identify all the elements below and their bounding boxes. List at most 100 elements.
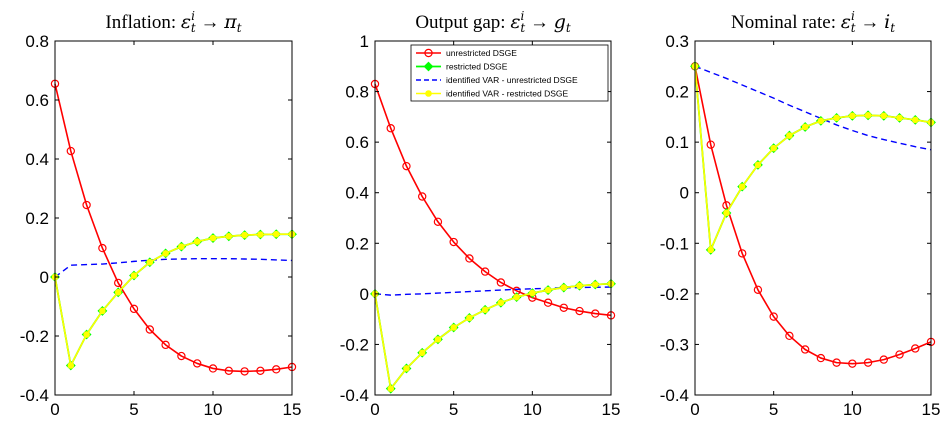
series-line-var-unrestricted bbox=[374, 286, 612, 296]
x-tick-label: 10 bbox=[843, 400, 862, 419]
data-point-unrestricted bbox=[145, 325, 154, 334]
y-tick-label: 0 bbox=[680, 184, 689, 203]
data-point-unrestricted bbox=[543, 298, 553, 307]
title-part: ε bbox=[510, 11, 520, 33]
legend-label: identified VAR - unrestricted DSGE bbox=[446, 75, 578, 85]
legend-item-restricted: restricted DSGE bbox=[416, 62, 508, 72]
panel-3: 0 5 10 15 -0.4 -0.3 -0.2 -0.1 0 0.1 0.2 0.3 Nominal … bbox=[660, 9, 941, 419]
data-point-var-restricted bbox=[864, 112, 872, 119]
data-point-unrestricted bbox=[785, 331, 794, 341]
series-markers-restricted bbox=[690, 61, 936, 255]
x-tick-label: 0 bbox=[370, 400, 379, 419]
y-tick-label: -0.4 bbox=[20, 386, 49, 405]
data-point-unrestricted bbox=[66, 146, 76, 156]
data-point-var-restricted bbox=[272, 230, 280, 238]
data-point-unrestricted bbox=[433, 217, 443, 226]
data-point-var-restricted bbox=[481, 306, 489, 314]
legend-label: unrestricted DSGE bbox=[446, 48, 517, 58]
series-line-restricted bbox=[694, 66, 932, 251]
data-point-unrestricted bbox=[706, 140, 715, 149]
series-line-var-restricted bbox=[374, 282, 612, 390]
x-tick-label: 5 bbox=[449, 400, 458, 419]
y-tick-label: 0 bbox=[360, 285, 369, 304]
data-point-var-restricted bbox=[434, 336, 442, 343]
title-part: i bbox=[884, 11, 890, 33]
y-tick-label: 0.6 bbox=[345, 133, 369, 152]
data-point-var-restricted bbox=[591, 281, 599, 288]
title-part: t bbox=[566, 21, 571, 35]
data-point-unrestricted bbox=[911, 344, 920, 353]
title-part: t bbox=[237, 21, 242, 35]
series-markers-var-restricted bbox=[691, 62, 935, 254]
data-point-var-restricted bbox=[257, 231, 264, 238]
data-point-var-restricted bbox=[241, 231, 248, 239]
chart-title: Output gap: εi t → gt bbox=[415, 9, 571, 35]
y-tick-label: -0.3 bbox=[660, 335, 689, 354]
series-line-var-unrestricted bbox=[54, 258, 293, 278]
y-tick-label: 0.2 bbox=[25, 209, 49, 228]
y-tick-label: 0.8 bbox=[25, 32, 49, 51]
data-point-var-restricted bbox=[849, 112, 856, 120]
legend-item-var-unrestricted: identified VAR - unrestricted DSGE bbox=[416, 75, 578, 85]
data-point-var-restricted bbox=[738, 183, 746, 190]
data-point-unrestricted bbox=[192, 359, 202, 368]
legend-swatch-marker bbox=[424, 48, 433, 58]
series-line-var-unrestricted bbox=[694, 65, 932, 151]
y-tick-label: 0.4 bbox=[345, 184, 369, 203]
data-point-unrestricted bbox=[800, 345, 810, 354]
data-point-var-restricted bbox=[418, 349, 426, 357]
y-tick-label: -0.2 bbox=[340, 335, 369, 354]
y-tick-label: 0.3 bbox=[665, 32, 689, 51]
legend-swatch-marker bbox=[425, 90, 432, 97]
x-tick-label: 10 bbox=[523, 400, 542, 419]
title-part: t bbox=[851, 21, 856, 35]
y-tick-label: 1 bbox=[360, 32, 369, 51]
data-point-var-restricted bbox=[544, 286, 552, 294]
title-part: Nominal rate: bbox=[731, 12, 841, 33]
data-point-unrestricted bbox=[161, 340, 170, 350]
y-tick-label: 0 bbox=[40, 268, 49, 287]
data-point-unrestricted bbox=[129, 304, 139, 314]
data-point-unrestricted bbox=[113, 278, 123, 288]
title-part: Output gap: bbox=[415, 12, 510, 33]
data-point-unrestricted bbox=[848, 359, 857, 368]
data-point-unrestricted bbox=[480, 267, 490, 276]
plot-frame bbox=[374, 40, 612, 396]
x-tick-label: 15 bbox=[283, 400, 302, 419]
data-point-var-restricted bbox=[403, 365, 410, 372]
data-point-unrestricted bbox=[895, 350, 904, 359]
data-point-unrestricted bbox=[496, 278, 506, 287]
legend-item-var-restricted: identified VAR - restricted DSGE bbox=[416, 89, 569, 99]
title-part: t bbox=[520, 21, 525, 35]
title-part: i bbox=[191, 9, 195, 23]
data-point-var-restricted bbox=[770, 144, 777, 152]
data-point-var-restricted bbox=[880, 112, 888, 120]
y-tick-label: -0.1 bbox=[660, 234, 689, 253]
data-point-var-restricted bbox=[178, 243, 185, 250]
data-point-var-restricted bbox=[130, 272, 138, 279]
data-point-var-restricted bbox=[114, 289, 122, 296]
data-point-unrestricted bbox=[98, 243, 107, 253]
legend: unrestricted DSGE restricted DSGE identifi… bbox=[410, 44, 609, 102]
series-line-restricted bbox=[54, 233, 292, 367]
title-part: t bbox=[191, 21, 196, 35]
data-point-var-restricted bbox=[209, 234, 217, 242]
data-point-var-restricted bbox=[754, 161, 762, 169]
data-point-unrestricted bbox=[575, 306, 584, 316]
y-tick-label: -0.2 bbox=[20, 327, 49, 346]
y-tick-label: -0.4 bbox=[660, 386, 689, 405]
data-point-unrestricted bbox=[832, 358, 841, 367]
data-point-var-restricted bbox=[225, 232, 233, 240]
data-point-var-restricted bbox=[162, 250, 169, 257]
panel-2: 0 5 10 15 -0.4 -0.2 0 0.2 0.4 0.6 0.8 1 Output gap: … bbox=[340, 9, 621, 419]
data-point-unrestricted bbox=[738, 249, 747, 258]
series-markers-restricted bbox=[370, 278, 616, 394]
data-point-unrestricted bbox=[753, 285, 763, 295]
data-point-var-restricted bbox=[450, 324, 457, 331]
legend-box bbox=[410, 44, 609, 102]
data-point-unrestricted bbox=[256, 366, 265, 376]
data-point-unrestricted bbox=[863, 358, 873, 367]
series-markers-var-restricted bbox=[51, 230, 296, 369]
data-point-var-restricted bbox=[146, 258, 154, 266]
data-point-var-restricted bbox=[193, 238, 201, 245]
